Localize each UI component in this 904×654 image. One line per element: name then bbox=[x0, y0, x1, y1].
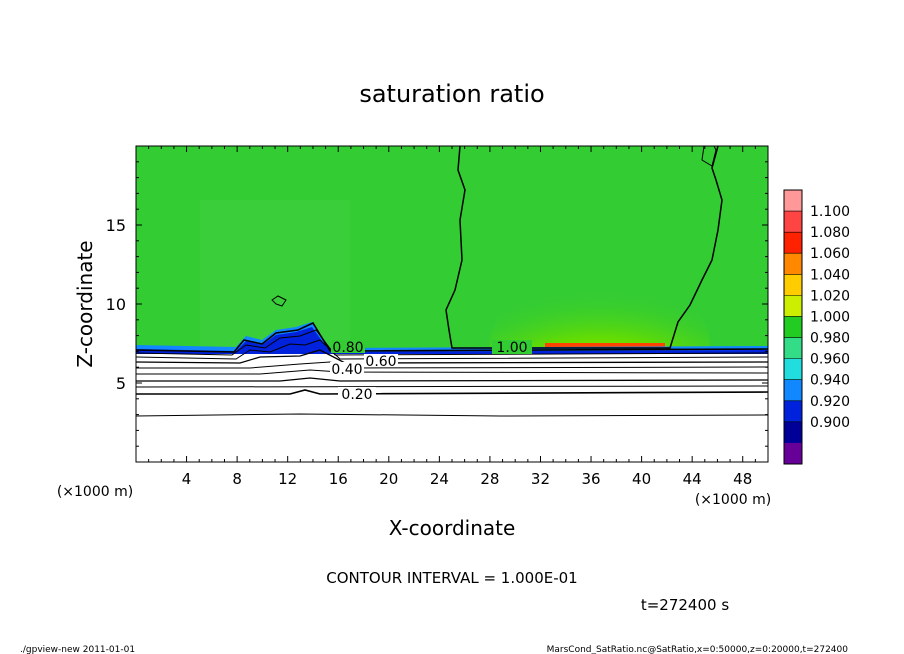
x-tick-label: 32 bbox=[531, 470, 550, 488]
colorbar-level-label: 1.060 bbox=[810, 246, 850, 262]
x-tick-label: 44 bbox=[683, 470, 702, 488]
contour-label-0-20: 0.20 bbox=[341, 387, 372, 403]
colorbar-level-label: 1.000 bbox=[810, 309, 850, 325]
contour-1-00-top bbox=[701, 146, 717, 167]
x-tick-label: 28 bbox=[480, 470, 499, 488]
colorbar-frame bbox=[783, 189, 803, 465]
supersaturated-strip bbox=[545, 343, 665, 348]
x-tick-label: 24 bbox=[430, 470, 449, 488]
colorbar-swatch bbox=[784, 295, 802, 317]
x-tick-label: 48 bbox=[733, 470, 752, 488]
colorbar-level-label: 1.080 bbox=[810, 225, 850, 241]
contour-label-0-80: 0.80 bbox=[332, 340, 363, 356]
contour-1-00 bbox=[445, 146, 723, 349]
y-tick-label: 10 bbox=[106, 295, 126, 314]
dark-blue-band bbox=[136, 327, 768, 356]
colorbar-level-label: 0.900 bbox=[810, 415, 850, 431]
contour-label-group: 1.00 0.80 0.60 0.40 0.20 bbox=[330, 340, 532, 403]
plot-area bbox=[136, 146, 768, 462]
colorbar-swatch bbox=[784, 421, 802, 444]
contour-label-0-60: 0.60 bbox=[365, 354, 396, 370]
y-tick-label: 5 bbox=[116, 374, 126, 393]
colorbar-level-label: 0.920 bbox=[810, 394, 850, 410]
colorbar-swatch bbox=[784, 232, 802, 254]
colorbar-swatch bbox=[784, 190, 802, 212]
colorbar-swatch bbox=[784, 379, 802, 402]
colorbar-level-label: 0.980 bbox=[810, 331, 850, 347]
colorbar-swatch bbox=[784, 274, 802, 296]
colorbar-level-label: 0.940 bbox=[810, 373, 850, 389]
colorbar-swatch bbox=[784, 442, 802, 465]
x-tick-label: 8 bbox=[232, 470, 242, 488]
x-unit-label-left: (×1000 m) bbox=[57, 484, 133, 500]
colorbar-level-label: 1.040 bbox=[810, 267, 850, 283]
x-tick-label: 40 bbox=[632, 470, 651, 488]
contour-label-0-40: 0.40 bbox=[331, 362, 362, 378]
footer-right: MarsCond_SatRatio.nc@SatRatio,x=0:50000,… bbox=[547, 645, 849, 654]
colorbar-swatch bbox=[784, 316, 802, 339]
contour-lines bbox=[136, 321, 768, 417]
unsaturated-region bbox=[136, 354, 768, 462]
y-axis-label: Z-coordinate bbox=[73, 240, 97, 367]
x-unit-label-right: (×1000 m) bbox=[695, 492, 771, 508]
footer-left: ./gpview-new 2011-01-01 bbox=[20, 645, 135, 654]
x-tick-label: 16 bbox=[329, 470, 348, 488]
x-tick-label: 36 bbox=[581, 470, 600, 488]
colorbar-level-label: 1.020 bbox=[810, 288, 850, 304]
colorbar: 1.100 1.080 1.060 1.040 1.020 1.000 0.980 0.960… bbox=[783, 189, 850, 465]
chart-title: saturation ratio bbox=[359, 80, 544, 108]
colorbar-level-label: 0.960 bbox=[810, 352, 850, 368]
colorbar-swatch bbox=[784, 400, 802, 423]
contour-label-1-00: 1.00 bbox=[496, 340, 527, 356]
colorbar-swatch bbox=[784, 253, 802, 275]
contour-interval: CONTOUR INTERVAL = 1.000E-01 bbox=[326, 569, 577, 587]
x-tick-label: 12 bbox=[278, 470, 297, 488]
y-axis-ticks: 5 10 15 bbox=[106, 161, 768, 447]
x-axis-label: X-coordinate bbox=[389, 516, 516, 540]
colorbar-level-label: 1.100 bbox=[810, 204, 850, 220]
light-green-patch bbox=[200, 200, 350, 350]
x-tick-label: 20 bbox=[379, 470, 398, 488]
colorbar-swatch bbox=[784, 211, 802, 233]
contour-blob bbox=[271, 295, 287, 307]
colorbar-swatch bbox=[784, 337, 802, 360]
y-tick-label: 15 bbox=[106, 216, 126, 235]
x-tick-label: 4 bbox=[182, 470, 192, 488]
time-label: t=272400 s bbox=[641, 596, 729, 614]
x-axis-ticks: 4 8 12 16 20 24 28 32 36 40 44 48 bbox=[148, 146, 756, 488]
colorbar-swatch bbox=[784, 358, 802, 381]
